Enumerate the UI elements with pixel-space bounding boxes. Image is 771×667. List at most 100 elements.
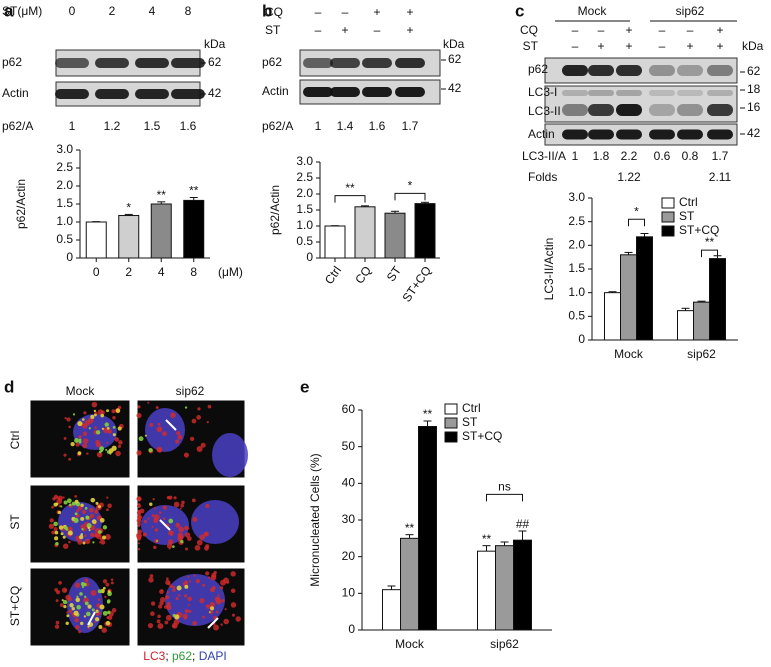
p62-dot (144, 434, 147, 437)
p62-dot (55, 541, 59, 546)
p62-dot (104, 422, 109, 427)
lc3-dot (189, 436, 195, 442)
lc3-dot (55, 599, 59, 603)
p62-dot (76, 595, 79, 598)
lc3-dot (61, 587, 68, 593)
y-tick-label: 1.0 (296, 218, 313, 232)
row-label: Ctrl (8, 431, 22, 450)
micrograph (136, 484, 246, 564)
lc3-dot (157, 614, 161, 619)
lc3-dot (82, 438, 89, 444)
lc3-dot (152, 497, 155, 501)
lc3-dot (180, 503, 184, 508)
bar (604, 292, 621, 341)
y-axis-label: p62/Actin (268, 185, 282, 235)
band (55, 89, 89, 99)
lc3-dot (74, 617, 80, 623)
treatment-label: ST(μM) (2, 4, 42, 18)
lc3-dot (187, 596, 192, 602)
lc3-dot (68, 425, 71, 429)
fold: 2.11 (709, 170, 732, 184)
p62-dot (71, 501, 76, 506)
p62-dot (208, 611, 211, 614)
p62-dot (107, 590, 111, 594)
lc3-dot (199, 597, 205, 604)
lc3-dot (87, 627, 90, 630)
lc3-dot (153, 517, 159, 524)
lc3-dot (97, 598, 101, 601)
significance: * (408, 179, 413, 193)
y-tick-label: 1.5 (56, 196, 73, 210)
p62-dot (95, 609, 99, 614)
treatment-sign: + (406, 5, 413, 19)
lc3-dot (143, 532, 147, 536)
p62-dot (98, 530, 102, 534)
lc3-dot (64, 417, 67, 420)
significance: * (126, 201, 131, 215)
treatment-sign: + (597, 39, 604, 53)
p62-dot (73, 517, 79, 523)
band (616, 65, 642, 76)
y-tick-label: 1.5 (296, 202, 313, 216)
lc3-dot (51, 530, 55, 535)
legend-swatch (661, 197, 675, 209)
significance: ** (705, 235, 715, 249)
lc3-dot (158, 604, 163, 609)
treatment-label: ST (523, 39, 539, 53)
row-label: Actin (528, 127, 555, 141)
kda-label: 42 (448, 81, 462, 95)
lc3-dot (57, 495, 63, 501)
p62-dot (90, 497, 96, 503)
y-tick-label: 2.5 (56, 160, 73, 174)
group-label: Mock (578, 4, 608, 18)
micrograph (29, 399, 131, 479)
p62-dot (91, 608, 95, 612)
lc3-dot (185, 547, 189, 551)
blot-box (544, 85, 738, 123)
lc3-dot (65, 594, 71, 601)
p62-dot (176, 585, 182, 591)
p62-dot (75, 597, 81, 603)
lc3-dot (170, 531, 173, 534)
bar (477, 550, 496, 631)
p62-dot (66, 498, 72, 504)
p62-dot (60, 505, 63, 508)
lc3-dot (115, 450, 121, 457)
ratio: 0.6 (654, 149, 671, 163)
lc3-dot (68, 457, 72, 461)
lc3-dot (172, 624, 176, 628)
lc3-dot (107, 503, 112, 509)
p62-dot (78, 440, 82, 444)
lc3-dot (215, 610, 219, 614)
legend-swatch (661, 225, 675, 237)
ratio: 1.6 (369, 119, 386, 133)
p62-dot (82, 541, 86, 545)
lc3-dot (136, 532, 142, 539)
kda-header: kDa (204, 37, 226, 51)
y-tick-label: 30 (342, 512, 356, 526)
lc3-dot (178, 594, 181, 597)
band (649, 104, 675, 116)
lc3-dot (151, 514, 155, 517)
dose-label: 2 (109, 4, 116, 18)
p62-dot (93, 409, 97, 413)
bar (183, 199, 205, 259)
lc3-dot (205, 571, 210, 576)
micrograph (29, 567, 131, 647)
lc3-dot (167, 539, 174, 545)
y-tick-label: 3.0 (568, 190, 585, 204)
significance: ** (189, 184, 199, 198)
lc3-dot (58, 580, 62, 585)
band (649, 65, 675, 76)
p62-dot (184, 584, 189, 589)
lc3-dot (52, 497, 56, 501)
row-label: p62 (262, 55, 282, 69)
p62-dot (102, 610, 108, 616)
y-tick-label: 3.0 (296, 154, 313, 168)
lc3-dot (156, 619, 161, 624)
micrograph (136, 399, 248, 479)
p62-dot (77, 420, 83, 427)
lc3-dot (56, 496, 59, 499)
p62-dot (99, 604, 105, 610)
treatment-label: ST (265, 23, 281, 37)
